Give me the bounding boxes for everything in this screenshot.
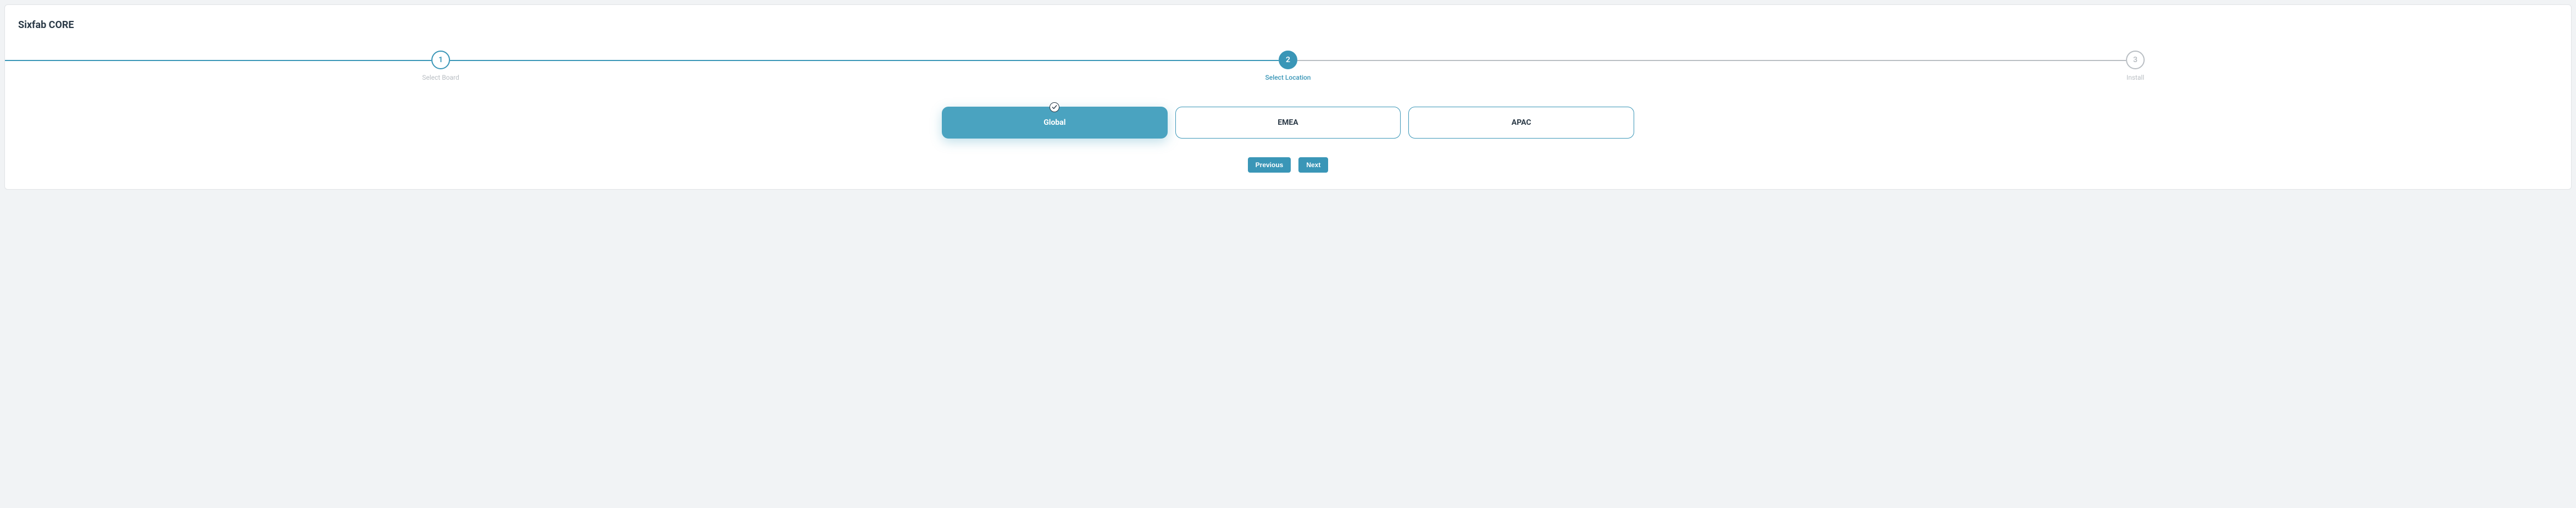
wizard-panel: Sixfab CORE 1 Select Board 2 Select Loca… xyxy=(4,4,2572,190)
wizard-nav: Previous Next xyxy=(17,157,2559,173)
step-select-board: 1 Select Board xyxy=(17,51,864,81)
check-icon xyxy=(1050,102,1059,112)
option-label: EMEA xyxy=(1278,118,1298,127)
next-button[interactable]: Next xyxy=(1298,157,1328,173)
step-label: Select Board xyxy=(422,74,459,81)
step-number: 2 xyxy=(1279,51,1297,69)
step-install: 3 Install xyxy=(1712,51,2559,81)
location-options: Global EMEA APAC xyxy=(942,107,1634,139)
step-number: 3 xyxy=(2126,51,2145,69)
option-label: Global xyxy=(1043,118,1065,127)
option-global[interactable]: Global xyxy=(942,107,1168,139)
page-title: Sixfab CORE xyxy=(18,19,2559,31)
previous-button[interactable]: Previous xyxy=(1248,157,1291,173)
option-apac[interactable]: APAC xyxy=(1408,107,1634,139)
option-emea[interactable]: EMEA xyxy=(1175,107,1401,139)
step-number: 1 xyxy=(431,51,450,69)
step-label: Select Location xyxy=(1265,74,1311,81)
stepper: 1 Select Board 2 Select Location 3 Insta… xyxy=(17,51,2559,81)
step-select-location: 2 Select Location xyxy=(864,51,1712,81)
option-label: APAC xyxy=(1512,118,1531,127)
step-label: Install xyxy=(2127,74,2144,81)
